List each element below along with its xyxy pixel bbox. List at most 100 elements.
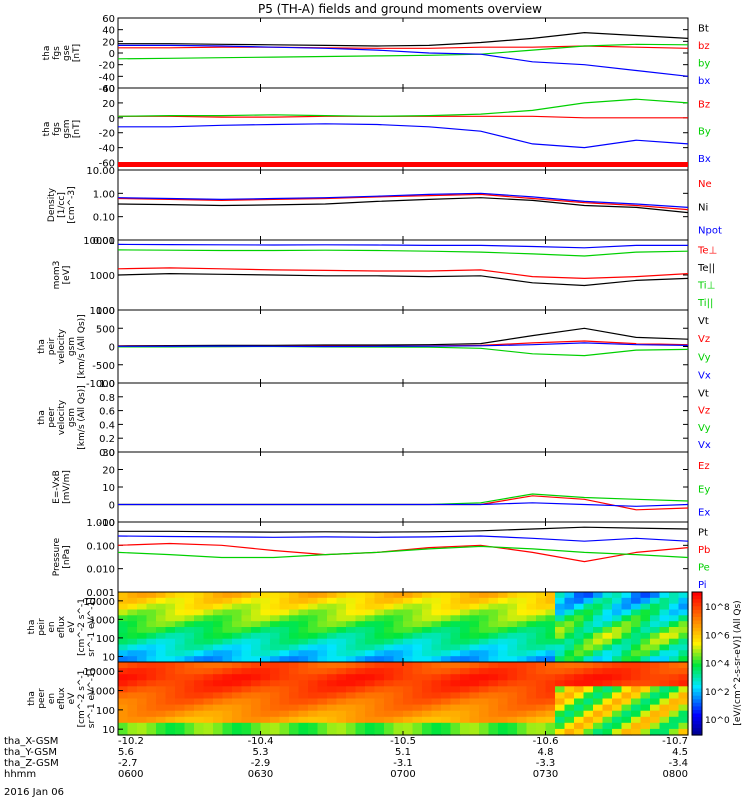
spectrogram-0-cell bbox=[260, 621, 271, 628]
spectrogram-1-cell bbox=[308, 662, 319, 669]
spectrogram-0-cell bbox=[545, 638, 556, 646]
spectrogram-1-cell bbox=[165, 674, 176, 681]
spectrogram-1-cell bbox=[602, 680, 613, 687]
spectrogram-1-cell bbox=[327, 680, 338, 687]
spectrogram-1-cell bbox=[165, 662, 176, 669]
spectrogram-1-cell bbox=[260, 716, 271, 724]
spectrogram-0-cell bbox=[165, 597, 176, 605]
panel-3-ytick-label-1: 1000 bbox=[90, 271, 115, 282]
spectrogram-0-cell bbox=[365, 638, 376, 646]
spectrogram-1-cell bbox=[564, 710, 575, 718]
spectrogram-0-cell bbox=[678, 627, 689, 634]
spectrogram-0-cell bbox=[659, 650, 670, 657]
spectrogram-1-cell bbox=[640, 722, 651, 730]
spectrogram-1-cell bbox=[251, 668, 262, 675]
spectrogram-1-cell bbox=[545, 722, 556, 730]
spectrogram-0-cell bbox=[479, 597, 490, 605]
spectrogram-0-cell bbox=[422, 650, 433, 657]
ephemeris-table: tha_X-GSM -10.2 -10.4 -10.5 -10.6 -10.7tha_Y-… bbox=[4, 736, 688, 780]
ephemeris-value-2-4: -3.4 bbox=[668, 758, 688, 769]
spectrogram-1-cell bbox=[317, 662, 328, 669]
spectrogram-0-cell bbox=[403, 621, 414, 628]
colorbar-step bbox=[692, 656, 702, 661]
panel-4-ytick-label-4: -1000 bbox=[86, 379, 115, 390]
spectrogram-1-cell bbox=[194, 698, 205, 706]
panel-5-ytick-label-3: 0.4 bbox=[99, 420, 115, 431]
spectrogram-0-cell bbox=[602, 592, 613, 599]
panel-0-ytick-label-6: -60 bbox=[99, 84, 115, 95]
spectrogram-0-cell bbox=[374, 597, 385, 605]
spectrogram-0-cell bbox=[260, 638, 271, 646]
spectrogram-0-cell bbox=[460, 621, 471, 628]
spectrogram-0-cell bbox=[574, 656, 585, 663]
spectrogram-0-cell bbox=[260, 603, 271, 611]
spectrogram-0-cell bbox=[308, 621, 319, 628]
spectrogram-0-cell bbox=[365, 609, 376, 616]
spectrogram-1-cell bbox=[279, 692, 290, 700]
spectrogram-1-cell bbox=[602, 692, 613, 700]
spectrogram-0-cell bbox=[669, 615, 680, 622]
spectrogram-1-cell bbox=[659, 680, 670, 687]
spectrogram-0-cell bbox=[650, 627, 661, 634]
spectrogram-1-cell bbox=[289, 722, 300, 730]
spectrogram-1-cell bbox=[517, 668, 528, 675]
spectrogram-0-cell bbox=[222, 621, 233, 628]
spectrogram-1-cell bbox=[460, 728, 471, 736]
spectrogram-1-cell bbox=[137, 716, 148, 724]
spectrogram-0-cell bbox=[156, 597, 167, 605]
spectrogram-0-cell bbox=[422, 615, 433, 622]
spectrogram-1-ylabel-line-5: [cm^-2 s^-1 bbox=[77, 670, 87, 728]
spectrogram-1-cell bbox=[336, 722, 347, 730]
spectrogram-1-cell bbox=[289, 710, 300, 718]
colorbar-step bbox=[692, 602, 702, 607]
spectrogram-0-cell bbox=[621, 632, 632, 640]
spectrogram-0-cell bbox=[507, 603, 518, 611]
spectrogram-1-cell bbox=[165, 698, 176, 706]
spectrogram-1-cell bbox=[517, 680, 528, 687]
colorbar-step bbox=[692, 724, 702, 729]
spectrogram-0-cell bbox=[308, 609, 319, 616]
spectrogram-1-cell bbox=[194, 662, 205, 669]
ephemeris-value-3-3: 0730 bbox=[533, 769, 558, 780]
spectrogram-1-cell bbox=[526, 710, 537, 718]
spectrogram-1-ytick-label-2: 100 bbox=[96, 706, 115, 717]
spectrogram-1-cell bbox=[279, 722, 290, 730]
spectrogram-0-cell bbox=[298, 615, 309, 622]
spectrogram-1-cell bbox=[431, 680, 442, 687]
spectrogram-0-cell bbox=[374, 650, 385, 657]
spectrogram-0-cell bbox=[612, 609, 623, 616]
spectrogram-0-cell bbox=[469, 621, 480, 628]
spectrogram-1-cell bbox=[232, 716, 243, 724]
spectrogram-0-cell bbox=[498, 609, 509, 616]
spectrogram-0-ylabel-line-6: sr^-1 eV^-1] bbox=[87, 597, 97, 656]
spectrogram-1-cell bbox=[422, 704, 433, 712]
spectrogram-1-cell bbox=[346, 662, 357, 669]
panel-1-legend-0: Bz bbox=[698, 99, 710, 110]
spectrogram-0-cell bbox=[194, 650, 205, 657]
panel-0-ytick-label-4: -20 bbox=[99, 61, 115, 72]
spectrogram-0-cell bbox=[270, 627, 281, 634]
ephemeris-value-3-1: 0630 bbox=[248, 769, 273, 780]
panel-4-ytick-label-0: 1000 bbox=[90, 306, 115, 317]
spectrogram-0-cell bbox=[346, 592, 357, 599]
spectrogram-0-cell bbox=[327, 650, 338, 657]
spectrogram-1-cell bbox=[194, 716, 205, 724]
ephemeris-value-0-1: -10.4 bbox=[248, 736, 274, 747]
spectrogram-1-cell bbox=[222, 722, 233, 730]
spectrogram-1-cell bbox=[450, 680, 461, 687]
spectrogram-0-cell bbox=[583, 603, 594, 611]
spectrogram-0-cell bbox=[241, 592, 252, 599]
spectrogram-0-cell bbox=[393, 644, 404, 651]
spectrogram-0-cell bbox=[412, 638, 423, 646]
spectrogram-0-cell bbox=[194, 597, 205, 605]
spectrogram-0-cell bbox=[403, 650, 414, 657]
spectrogram-1-cell bbox=[659, 698, 670, 706]
spectrogram-0-cell bbox=[270, 592, 281, 599]
spectrogram-1-cell bbox=[498, 692, 509, 700]
spectrogram-1-cell bbox=[460, 674, 471, 681]
panel-1-ylabel-line-2: gsm bbox=[62, 119, 72, 138]
spectrogram-1-cell bbox=[393, 680, 404, 687]
panel-2-ytick-label-0: 10.00 bbox=[86, 166, 115, 177]
spectrogram-1-cell bbox=[469, 728, 480, 736]
spectrogram-1-cell bbox=[460, 704, 471, 712]
